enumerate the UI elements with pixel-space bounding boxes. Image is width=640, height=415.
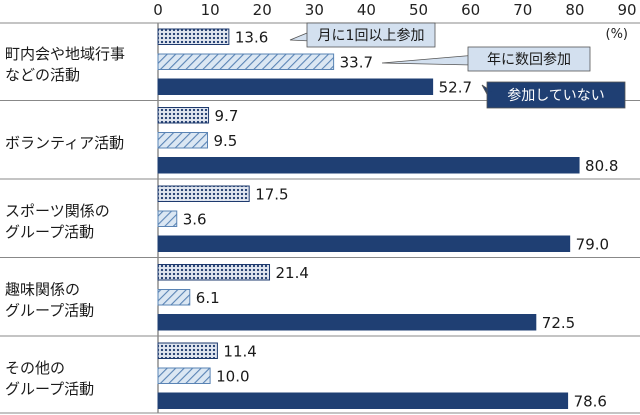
- category-label-3: 趣味関係のグループ活動: [5, 280, 94, 319]
- data-label-4-1: 10.0: [216, 368, 249, 386]
- legend-callout-2: 参加していない: [481, 81, 626, 109]
- data-label-2-2: 79.0: [576, 236, 609, 254]
- legend-label-2: 参加していない: [507, 87, 605, 104]
- x-tick-label-9: 90: [617, 1, 636, 19]
- bar-2-1: [157, 210, 178, 227]
- bar-0-1: [157, 53, 335, 70]
- data-label-4-2: 78.6: [574, 393, 607, 411]
- bar-3-0: [157, 264, 271, 281]
- x-tick-label-8: 80: [565, 1, 584, 19]
- data-label-1-0: 9.7: [215, 107, 239, 125]
- callout-seam-1: [468, 55, 474, 65]
- data-labels: 13.6 33.7 52.7 9.7 9.5 80.8 17.5 3.6 79.0 21.4 6.1…: [183, 29, 619, 411]
- data-label-3-2: 72.5: [542, 314, 575, 332]
- category-label-0: 町内会や地域行事などの活動: [5, 45, 125, 84]
- callout-seam-2: [487, 91, 493, 101]
- category-label-4: その他のグループ活動: [5, 359, 94, 398]
- bar-3-2: [157, 314, 537, 331]
- x-tick-label-1: 10: [201, 1, 220, 19]
- bar-0-2: [157, 78, 434, 95]
- data-label-0-0: 13.6: [235, 29, 268, 47]
- bar-1-2: [157, 157, 580, 174]
- legend-callout-1: 年に数回参加: [381, 46, 591, 72]
- data-label-1-2: 80.8: [585, 157, 618, 175]
- x-tick-label-2: 20: [253, 1, 272, 19]
- data-label-0-1: 33.7: [340, 54, 373, 72]
- bar-1-0: [157, 107, 210, 124]
- bar-4-0: [157, 342, 218, 359]
- bar-3-1: [157, 289, 191, 306]
- category-label-1: ボランティア活動: [5, 134, 124, 152]
- category-label-2: スポーツ関係のグループ活動: [5, 202, 110, 241]
- callout-tail-1: [381, 54, 473, 66]
- bar-2-0: [157, 185, 250, 202]
- data-label-1-1: 9.5: [214, 132, 238, 150]
- x-tick-label-3: 30: [305, 1, 324, 19]
- bars: [157, 28, 580, 409]
- bar-2-2: [157, 235, 571, 252]
- bar-1-1: [157, 132, 209, 149]
- x-tick-label-7: 70: [513, 1, 532, 19]
- data-label-3-1: 6.1: [196, 289, 220, 307]
- legend-label-1: 年に数回参加: [487, 51, 571, 68]
- x-axis: 0 10 20 30 40 50 60 70 80 90 (%): [153, 1, 636, 42]
- legend-callout-0: 月に1回以上参加: [289, 22, 436, 48]
- legend-label-0: 月に1回以上参加: [318, 27, 425, 44]
- callout-seam-0: [307, 31, 313, 41]
- data-label-3-0: 21.4: [276, 264, 309, 282]
- bar-4-2: [157, 392, 569, 409]
- category-labels: 町内会や地域行事などの活動ボランティア活動スポーツ関係のグループ活動趣味関係のグ…: [5, 45, 125, 398]
- data-label-2-1: 3.6: [183, 211, 207, 229]
- x-tick-label-6: 60: [461, 1, 480, 19]
- x-tick-label-0: 0: [153, 1, 163, 19]
- bar-4-1: [157, 367, 211, 384]
- callout-box-1: [467, 46, 591, 72]
- bar-0-0: [157, 28, 230, 45]
- unit-label: (%): [606, 27, 629, 42]
- x-tick-label-5: 50: [409, 1, 428, 19]
- data-label-4-0: 11.4: [223, 343, 256, 361]
- callout-box-0: [306, 22, 436, 48]
- x-tick-label-4: 40: [357, 1, 376, 19]
- data-label-2-0: 17.5: [255, 186, 288, 204]
- callout-box-2: [486, 81, 626, 109]
- data-label-0-2: 52.7: [439, 79, 472, 97]
